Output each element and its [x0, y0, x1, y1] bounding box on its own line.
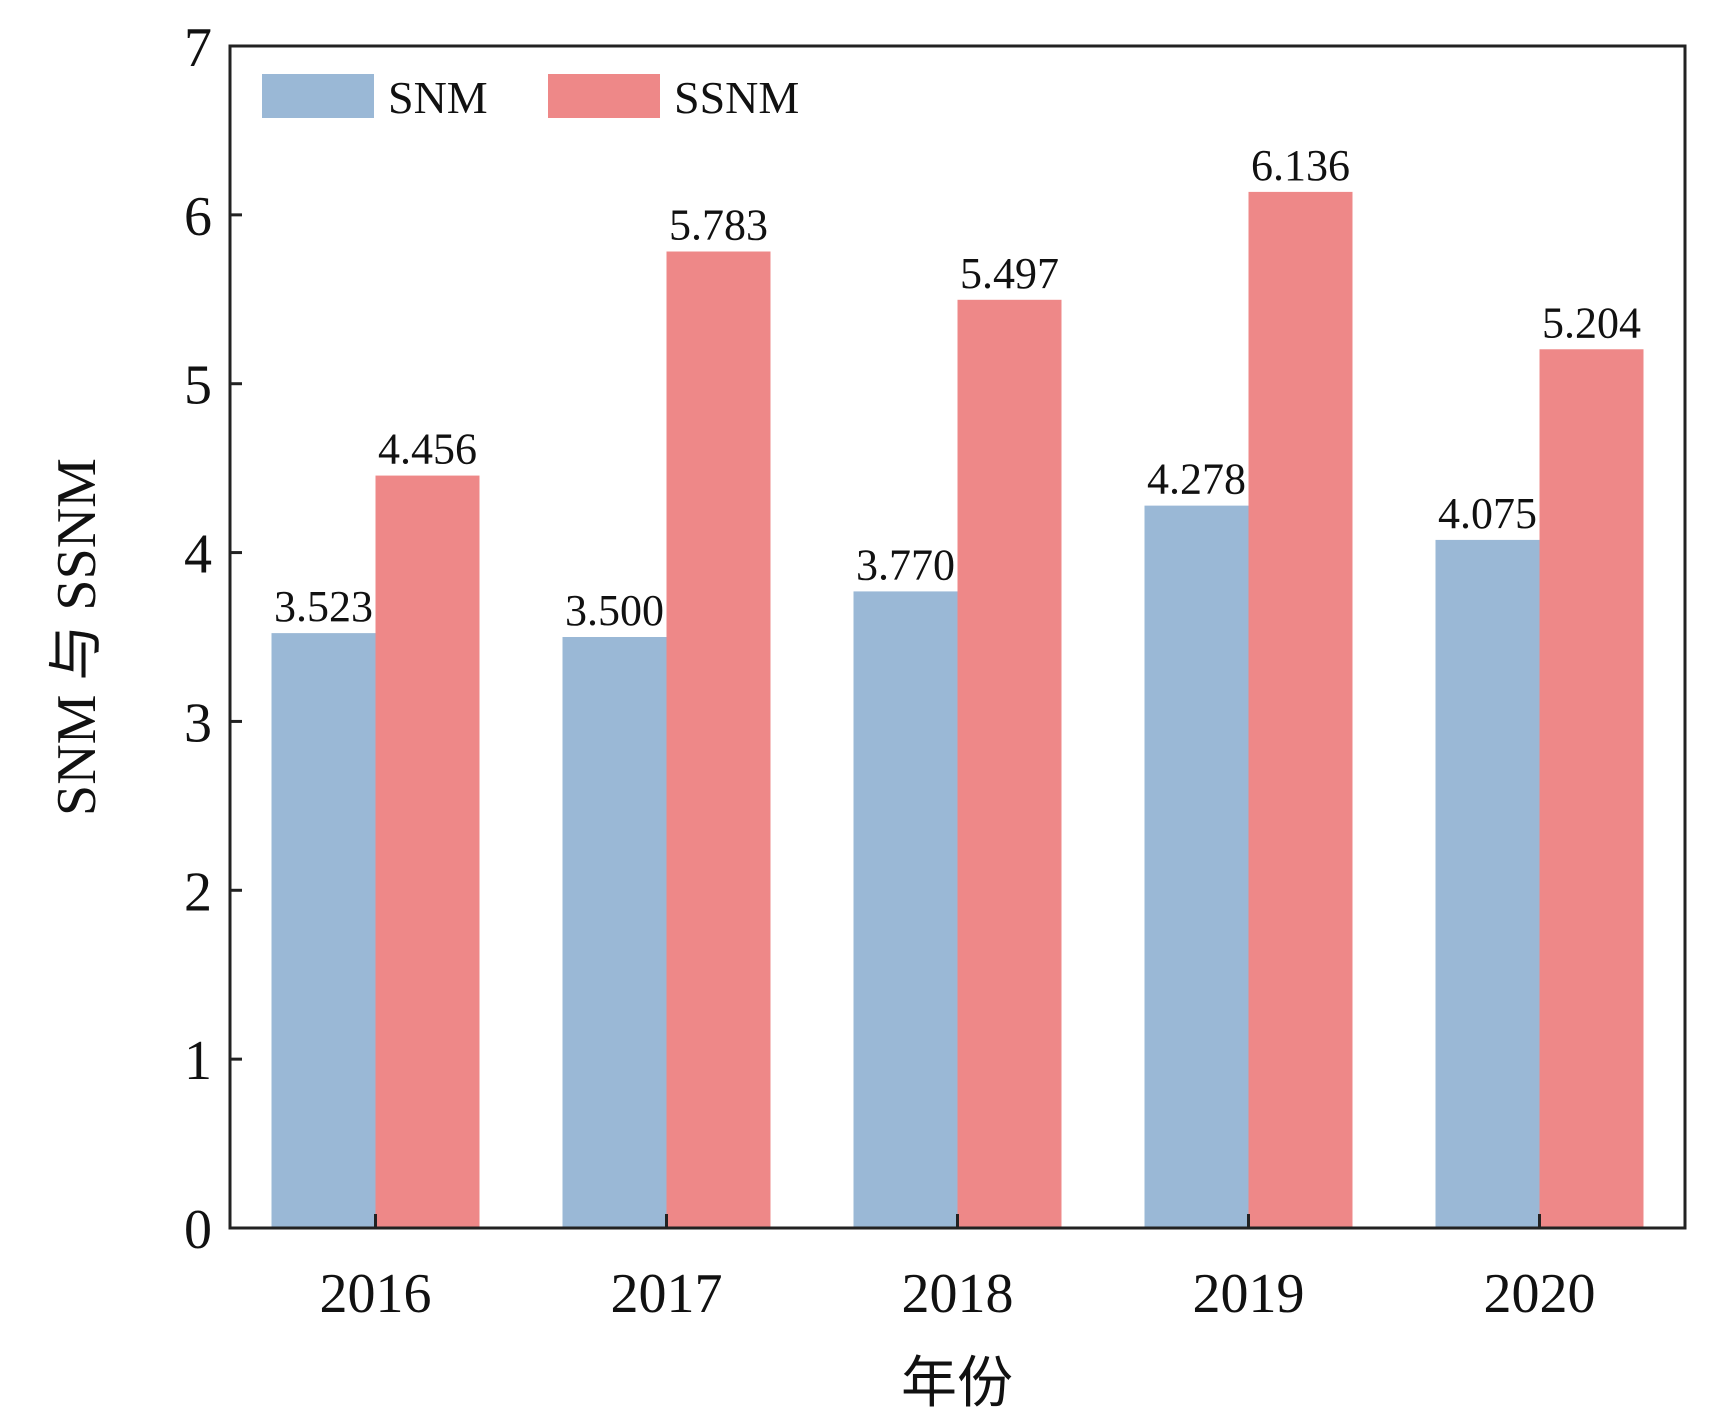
bar-ssnm-2017: [666, 251, 771, 1228]
x-axis-title: 年份: [901, 1353, 1013, 1412]
y-tick-label: 7: [184, 17, 212, 79]
bar-snm-2016: [271, 633, 376, 1228]
legend-swatch-snm: [262, 74, 374, 118]
y-axis: 0 1 2 3 4 5 6 7: [184, 17, 242, 1261]
bar-label-ssnm-2019: 6.136: [1251, 141, 1350, 190]
x-tick-label: 2019: [1193, 1263, 1305, 1325]
bar-labels-layer: 3.523 4.456 3.500 5.783 3.770 5.497 4.278 6.136…: [274, 141, 1641, 635]
x-tick-label: 2018: [902, 1263, 1014, 1325]
bar-label-snm-2019: 4.278: [1147, 455, 1246, 504]
bar-label-ssnm-2016: 4.456: [378, 425, 477, 474]
bar-label-ssnm-2018: 5.497: [960, 249, 1059, 298]
bars-layer: [271, 191, 1644, 1228]
legend-label-ssnm: SSNM: [674, 72, 799, 123]
bar-ssnm-2019: [1248, 191, 1353, 1228]
bar-label-ssnm-2020: 5.204: [1542, 298, 1641, 347]
x-tick-label: 2017: [611, 1263, 723, 1325]
bar-snm-2018: [853, 591, 958, 1228]
bar-ssnm-2016: [375, 475, 480, 1228]
x-axis: 2016 2017 2018 2019 2020: [320, 1214, 1596, 1325]
bar-label-ssnm-2017: 5.783: [669, 200, 768, 249]
bar-snm-2020: [1435, 539, 1540, 1228]
y-tick-label: 3: [184, 692, 212, 754]
x-tick-label: 2016: [320, 1263, 432, 1325]
legend: SNM SSNM: [262, 72, 799, 123]
y-tick-label: 2: [184, 861, 212, 923]
bar-ssnm-2018: [957, 299, 1062, 1228]
bar-snm-2017: [562, 637, 667, 1228]
y-axis-title: SNM 与 SSNM: [46, 458, 108, 816]
y-tick-label: 5: [184, 355, 212, 417]
bar-snm-2019: [1144, 505, 1249, 1228]
bar-label-snm-2017: 3.500: [565, 586, 664, 635]
legend-swatch-ssnm: [548, 74, 660, 118]
bar-label-snm-2016: 3.523: [274, 582, 373, 631]
x-tick-label: 2020: [1484, 1263, 1596, 1325]
y-tick-label: 1: [184, 1030, 212, 1092]
y-tick-label: 4: [184, 524, 212, 586]
legend-label-snm: SNM: [388, 72, 488, 123]
bar-label-snm-2020: 4.075: [1438, 489, 1537, 538]
bar-label-snm-2018: 3.770: [856, 540, 955, 589]
y-tick-label: 0: [184, 1199, 212, 1261]
bar-ssnm-2020: [1539, 349, 1644, 1228]
y-tick-label: 6: [184, 186, 212, 248]
